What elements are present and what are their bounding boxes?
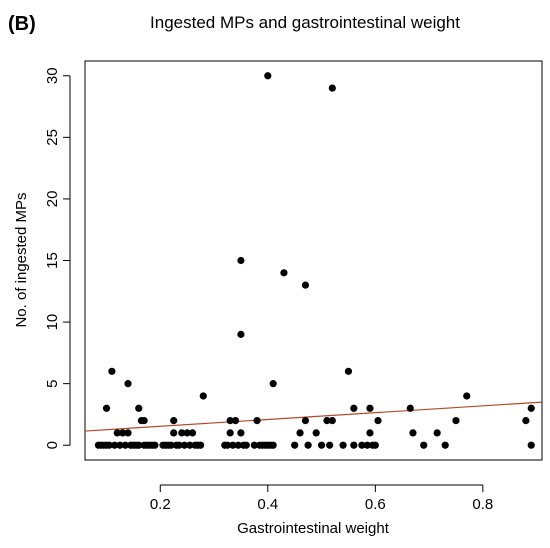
data-point — [301, 281, 310, 289]
data-point — [140, 416, 148, 425]
data-point — [452, 416, 460, 425]
x-tick-label: 0.8 — [472, 496, 493, 513]
y-tick-label: 5 — [44, 379, 61, 387]
data-point — [250, 441, 258, 449]
y-axis: 0 5 10 15 20 25 30 — [44, 67, 71, 449]
data-point — [135, 404, 143, 412]
data-point — [124, 380, 132, 388]
data-point — [237, 256, 245, 265]
data-point — [253, 416, 261, 425]
data-point — [317, 441, 326, 449]
data-point — [167, 441, 175, 449]
data-point — [105, 441, 113, 449]
data-point — [350, 441, 358, 449]
data-point — [269, 380, 277, 388]
data-point — [371, 441, 379, 449]
data-point — [326, 441, 334, 449]
data-points — [94, 72, 535, 449]
data-point — [264, 72, 272, 80]
x-axis: 0.2 0.4 0.6 0.8 — [150, 484, 493, 513]
data-point — [102, 404, 111, 412]
data-point — [121, 441, 129, 449]
data-point — [433, 429, 441, 437]
data-point — [527, 441, 535, 449]
data-point — [186, 441, 194, 449]
data-point — [522, 416, 530, 425]
y-tick-label: 25 — [44, 129, 61, 146]
panel-label: (B) — [8, 13, 36, 35]
chart-title: Ingested MPs and gastrointestinal weight — [150, 13, 460, 32]
data-point — [280, 269, 288, 277]
data-point — [116, 441, 124, 449]
data-point — [229, 441, 237, 449]
data-point — [226, 416, 234, 425]
x-tick-label: 0.2 — [150, 496, 171, 513]
data-point — [441, 441, 449, 449]
data-point — [344, 367, 353, 375]
data-point — [199, 392, 207, 400]
data-point — [296, 429, 304, 437]
data-point — [328, 416, 336, 425]
data-point — [223, 441, 232, 449]
y-axis-title: No. of ingested MPs — [13, 192, 30, 327]
y-tick-label: 20 — [44, 191, 61, 208]
data-point — [226, 429, 234, 437]
data-point — [339, 441, 347, 449]
data-point — [312, 429, 320, 437]
data-point — [269, 441, 277, 449]
trend-line — [84, 401, 543, 432]
data-point — [178, 429, 186, 437]
plot-frame — [84, 60, 543, 461]
data-point — [119, 429, 127, 437]
y-tick-label: 0 — [44, 441, 61, 449]
data-point — [409, 429, 417, 437]
data-point — [350, 404, 358, 412]
x-tick-label: 0.4 — [257, 496, 278, 513]
data-point — [113, 429, 121, 437]
x-axis-title: Gastrointestinal weight — [237, 520, 390, 537]
data-point — [291, 441, 299, 449]
data-point — [234, 441, 242, 449]
data-point — [108, 367, 116, 375]
data-point — [527, 404, 535, 412]
data-point — [170, 429, 178, 437]
data-point — [366, 429, 374, 437]
data-point — [363, 441, 371, 449]
y-tick-label: 30 — [44, 67, 61, 84]
data-point — [301, 416, 310, 425]
data-point — [196, 441, 205, 449]
data-point — [323, 416, 331, 425]
data-point — [374, 416, 382, 425]
data-point — [358, 441, 366, 449]
data-point — [406, 404, 414, 412]
x-tick-label: 0.6 — [365, 496, 386, 513]
data-point — [188, 429, 197, 437]
data-point — [237, 429, 245, 437]
data-point — [183, 429, 191, 437]
data-point — [231, 416, 240, 425]
data-point — [124, 429, 132, 437]
data-point — [420, 441, 428, 449]
data-point — [304, 441, 312, 449]
data-point — [110, 441, 119, 449]
data-point — [328, 84, 336, 92]
data-point — [180, 441, 189, 449]
data-point — [463, 392, 471, 400]
data-point — [242, 441, 250, 449]
y-tick-label: 15 — [44, 252, 61, 269]
data-point — [237, 330, 245, 338]
data-point — [135, 441, 143, 449]
y-tick-label: 10 — [44, 314, 61, 331]
data-point — [170, 416, 178, 425]
data-point — [175, 441, 183, 449]
data-point — [151, 441, 159, 449]
data-point — [366, 404, 374, 412]
